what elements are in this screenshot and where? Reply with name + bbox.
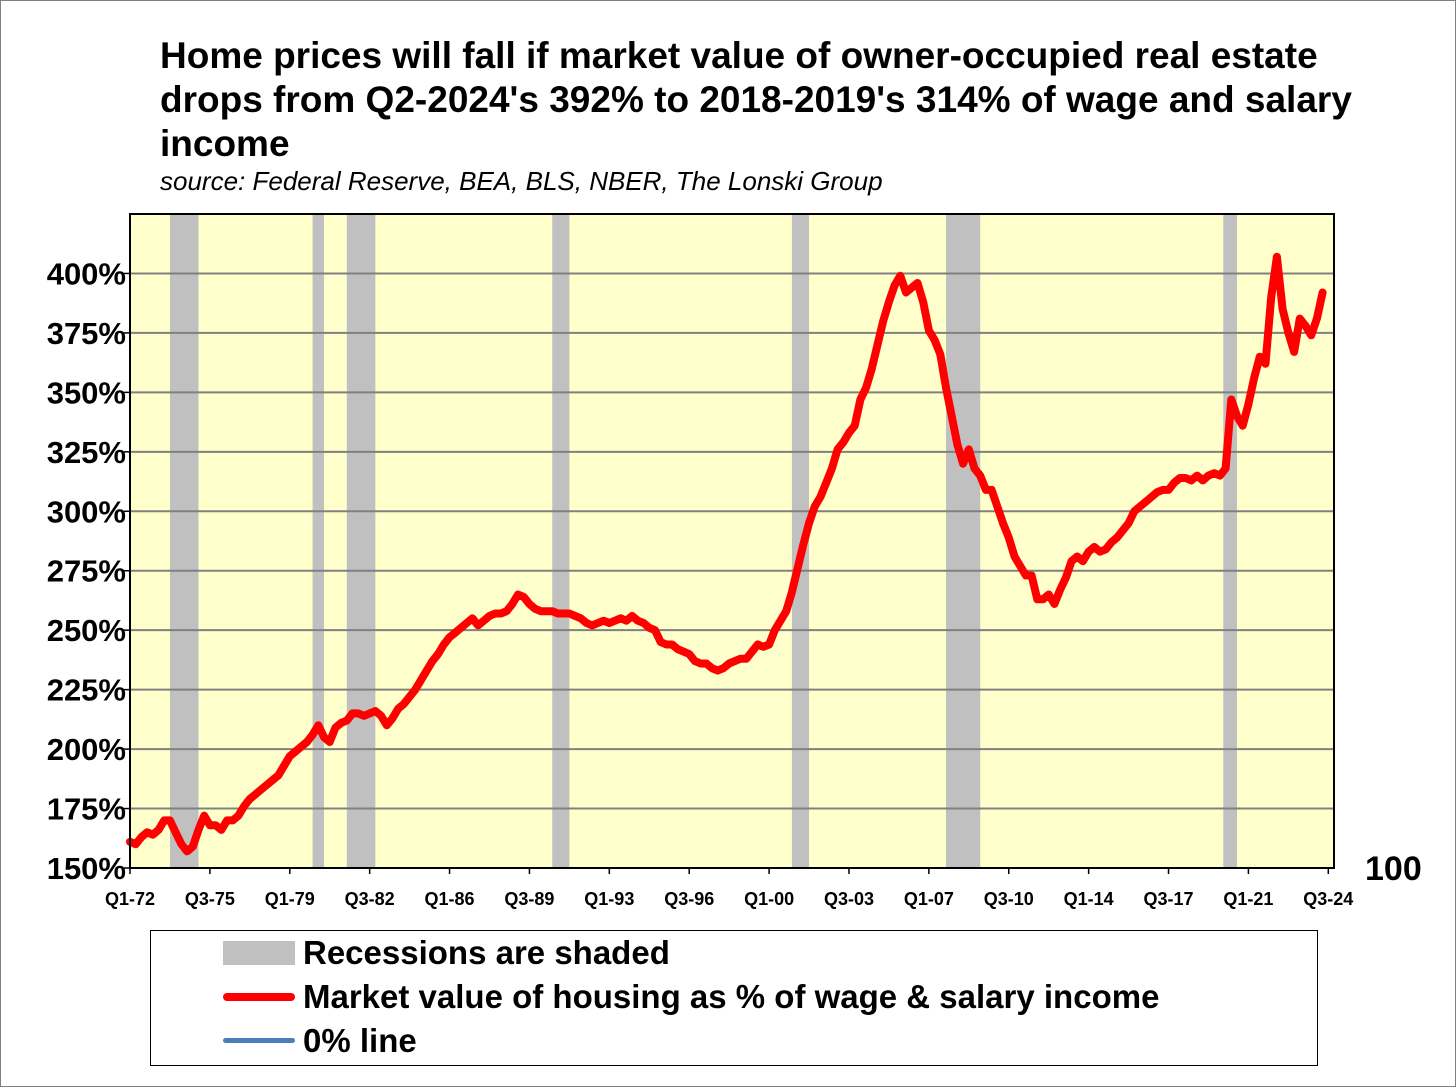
x-tick-label: Q3-75 <box>185 889 235 909</box>
recession-band-7 <box>1223 214 1237 868</box>
x-tick-label: Q1-72 <box>105 889 155 909</box>
right-axis-label: 100 <box>1365 850 1422 888</box>
recession-band-1 <box>169 214 199 868</box>
recession-band-6 <box>945 214 981 868</box>
y-tick-label: 325% <box>47 435 126 470</box>
x-tick-label: Q3-10 <box>984 889 1034 909</box>
x-tick-label: Q1-14 <box>1064 889 1114 909</box>
line-chart: 150% 175% 200% 225% 250% 275% 300% 325% 350% 375%… <box>47 213 1422 909</box>
x-tick-label: Q3-82 <box>345 889 395 909</box>
chart-subtitle: source: Federal Reserve, BEA, BLS, NBER,… <box>160 166 883 196</box>
x-tick-label: Q3-96 <box>664 889 714 909</box>
x-tick-label: Q3-03 <box>824 889 874 909</box>
legend-swatch-housing-ratio <box>223 993 295 1001</box>
x-tick-label: Q3-89 <box>504 889 554 909</box>
title-block: Home prices will fall if market value of… <box>160 34 1360 196</box>
y-tick-label: 375% <box>47 316 126 351</box>
x-tick-label: Q3-17 <box>1144 889 1194 909</box>
legend-label-zero-line: 0% line <box>303 1022 417 1059</box>
x-tick-label: Q1-00 <box>744 889 794 909</box>
legend: Recessions are shaded Market value of ho… <box>150 930 1318 1066</box>
y-axis: 150% 175% 200% 225% 250% 275% 300% 325% 350% 375%… <box>47 256 130 886</box>
recession-band-4 <box>552 214 570 868</box>
y-tick-label: 150% <box>47 851 126 886</box>
x-axis: Q1-72 Q3-75 Q1-79 Q3-82 Q1-86 Q3-89 Q1-93 Q3-96… <box>105 868 1353 909</box>
plot-border <box>129 213 1335 869</box>
y-tick-label: 250% <box>47 613 126 648</box>
y-tick-label: 200% <box>47 732 126 767</box>
series-layer <box>126 252 1327 856</box>
y-tick-label: 275% <box>47 554 126 589</box>
y-tick-label: 400% <box>47 256 126 291</box>
x-tick-label: Q1-07 <box>904 889 954 909</box>
y-tick-label: 175% <box>47 792 126 827</box>
series-line-housing-ratio <box>126 252 1327 856</box>
x-tick-label: Q3-24 <box>1303 889 1353 909</box>
x-tick-label: Q1-86 <box>425 889 475 909</box>
plot-area <box>130 214 1334 868</box>
x-tick-label: Q1-93 <box>584 889 634 909</box>
y-tick-label: 225% <box>47 673 126 708</box>
recession-band-2 <box>312 214 325 868</box>
legend-label-housing-ratio: Market value of housing as % of wage & s… <box>303 978 1160 1015</box>
x-tick-label: Q1-79 <box>265 889 315 909</box>
y-tick-label: 350% <box>47 375 126 410</box>
y-tick-label: 300% <box>47 494 126 529</box>
legend-label-recessions: Recessions are shaded <box>303 934 670 971</box>
legend-swatch-recessions <box>223 941 295 965</box>
legend-swatch-zero-line <box>223 1038 295 1043</box>
x-tick-label: Q1-21 <box>1223 889 1273 909</box>
recession-band-3 <box>346 214 376 868</box>
chart-title: Home prices will fall if market value of… <box>160 35 1352 164</box>
